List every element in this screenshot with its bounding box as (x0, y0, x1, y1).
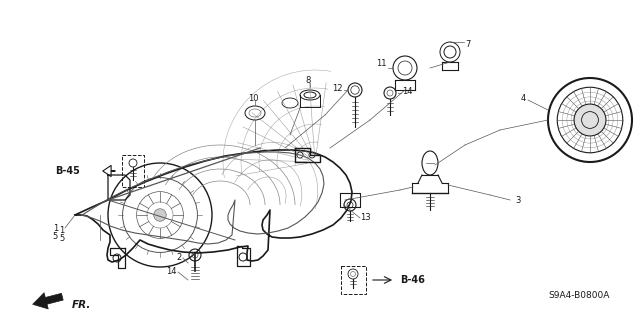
Circle shape (574, 104, 606, 136)
Text: 5: 5 (52, 231, 58, 241)
Bar (340, 266, 365, 294)
Text: 7: 7 (465, 39, 470, 49)
Text: FR.: FR. (72, 300, 92, 310)
Text: S9A4-B0800A: S9A4-B0800A (548, 291, 610, 300)
Text: 14: 14 (166, 268, 177, 276)
Text: 1: 1 (60, 226, 65, 235)
Text: 3: 3 (515, 196, 520, 204)
Text: 14: 14 (402, 86, 413, 95)
Text: 10: 10 (248, 93, 259, 102)
Text: 1: 1 (52, 223, 58, 233)
Text: 4: 4 (521, 93, 526, 102)
Text: 5: 5 (60, 234, 65, 243)
Text: B-45: B-45 (55, 166, 80, 176)
Bar (122, 155, 144, 187)
FancyArrowPatch shape (33, 293, 63, 309)
Text: 2: 2 (177, 253, 182, 262)
Text: 12: 12 (333, 84, 343, 92)
Text: 13: 13 (360, 212, 371, 221)
Text: 8: 8 (305, 76, 310, 84)
Text: 11: 11 (376, 59, 387, 68)
Text: B-46: B-46 (400, 275, 425, 285)
Circle shape (154, 209, 166, 221)
